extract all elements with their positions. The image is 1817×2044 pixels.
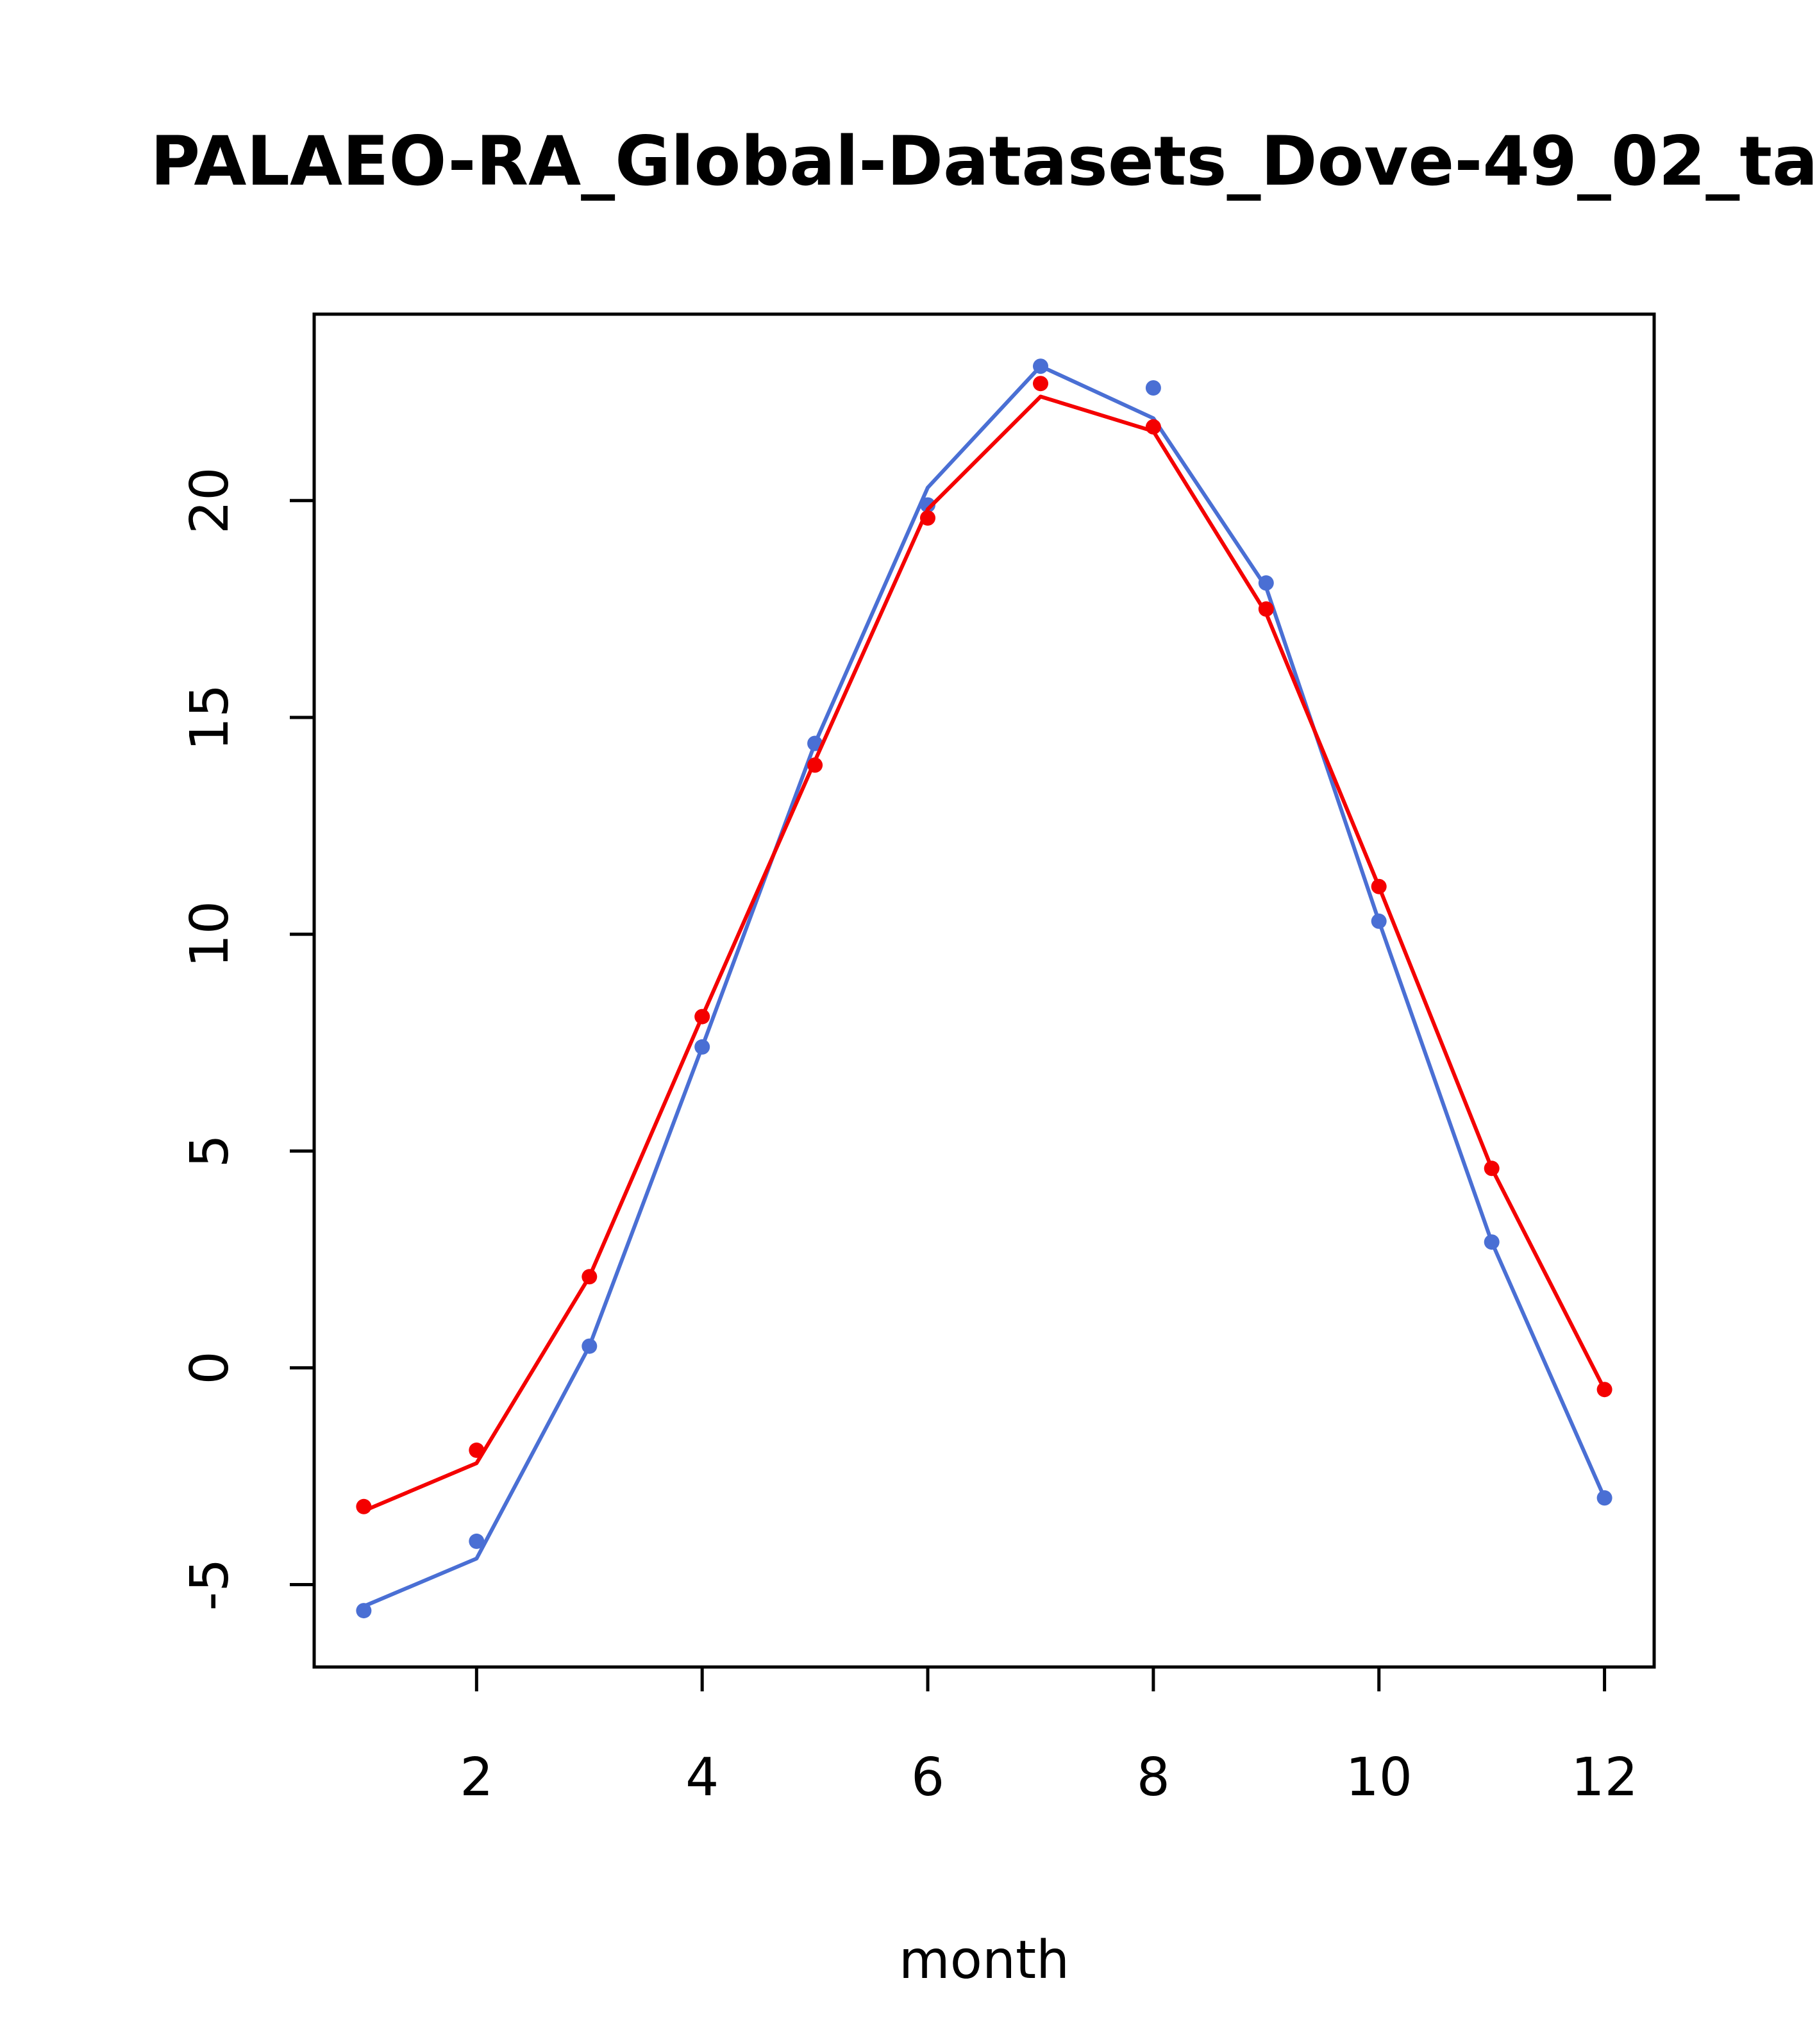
- series-line-red_series: [362, 394, 1607, 1513]
- y-tick-label: 5: [180, 1134, 240, 1168]
- plot-border: [312, 312, 1656, 1669]
- series-point-blue_series: [1596, 1490, 1612, 1506]
- series-point-blue_series: [694, 1039, 710, 1055]
- series-point-red_series: [694, 1009, 710, 1025]
- series-point-red_series: [1145, 419, 1161, 435]
- series-point-red_series: [1484, 1160, 1500, 1177]
- series-point-red_series: [1258, 601, 1274, 617]
- series-line-blue_series: [362, 364, 1607, 1609]
- series-point-blue_series: [356, 1603, 372, 1619]
- x-tick-label: 2: [460, 1747, 493, 1808]
- x-tick-label: 12: [1571, 1747, 1637, 1808]
- series-point-blue_series: [920, 497, 935, 513]
- series-point-blue_series: [1484, 1234, 1500, 1250]
- series-point-blue_series: [1371, 913, 1387, 929]
- series-point-blue_series: [1033, 358, 1048, 374]
- series-point-blue_series: [582, 1338, 598, 1354]
- y-tick-label: 10: [180, 901, 240, 968]
- series-point-blue_series: [469, 1533, 485, 1549]
- series-point-red_series: [582, 1269, 598, 1285]
- x-tick-label: 4: [685, 1747, 719, 1808]
- series-point-red_series: [920, 510, 935, 526]
- x-tick-label: 8: [1137, 1747, 1170, 1808]
- series-point-red_series: [1371, 878, 1387, 894]
- series-point-blue_series: [1145, 380, 1161, 396]
- x-axis-label: month: [898, 1930, 1070, 1991]
- y-tick-label: 15: [180, 684, 240, 751]
- y-tick-label: -5: [180, 1559, 240, 1611]
- y-tick-label: 20: [180, 467, 240, 534]
- series-point-blue_series: [807, 735, 823, 751]
- y-tick-label: 0: [180, 1351, 240, 1384]
- x-tick-label: 10: [1346, 1747, 1412, 1808]
- series-point-red_series: [469, 1442, 485, 1458]
- series-point-red_series: [1596, 1382, 1612, 1398]
- series-point-red_series: [807, 757, 823, 773]
- series-point-red_series: [1033, 376, 1048, 392]
- series-point-red_series: [356, 1498, 372, 1514]
- series-point-blue_series: [1258, 575, 1274, 591]
- chart-title: PALAEO-RA_Global-Datasets_Dove-49_02_ta: [150, 122, 1817, 201]
- x-tick-label: 6: [911, 1747, 944, 1808]
